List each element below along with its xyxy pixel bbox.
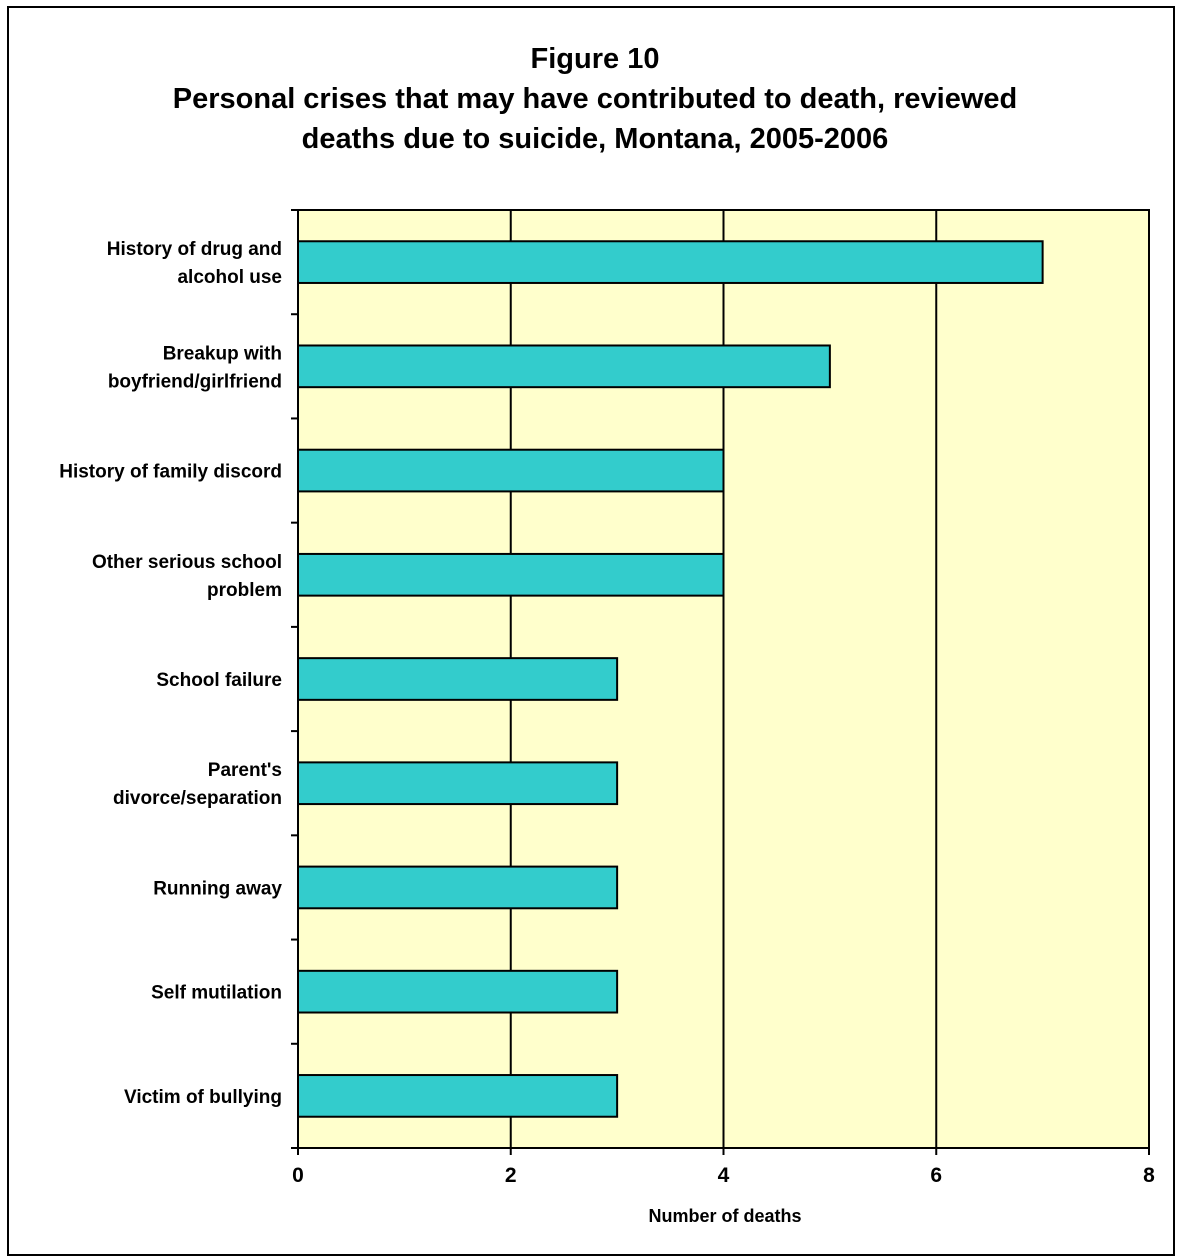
category-label: Breakup with <box>163 343 282 364</box>
x-tick-label: 8 <box>1143 1164 1155 1187</box>
category-label: boyfriend/girlfriend <box>108 371 282 392</box>
bar <box>297 969 619 1014</box>
category-label: Parent's <box>208 760 282 781</box>
category-label: Self mutilation <box>151 983 282 1004</box>
bar <box>297 240 1044 284</box>
category-label: History of drug and <box>107 239 282 260</box>
x-tick-label: 2 <box>505 1164 517 1187</box>
chart-title-line: Figure 10 <box>531 43 660 75</box>
bar <box>297 552 725 597</box>
x-tick-labels: 0 2 4 6 8 <box>292 1164 1155 1187</box>
category-label: History of family discord <box>59 462 282 483</box>
category-label: Running away <box>153 878 282 899</box>
category-label: divorce/separation <box>113 788 282 809</box>
category-label: School failure <box>156 670 282 691</box>
bar <box>297 448 725 493</box>
chart-title-line: deaths due to suicide, Montana, 2005-200… <box>302 123 889 155</box>
bar <box>297 657 619 701</box>
x-tick-label: 4 <box>718 1164 730 1187</box>
category-label: Other serious school <box>92 552 282 573</box>
bar <box>297 761 619 806</box>
x-axis-title: Number of deaths <box>648 1206 801 1226</box>
bar <box>297 865 619 910</box>
category-label: problem <box>207 580 282 601</box>
x-tick-label: 0 <box>292 1164 304 1187</box>
chart-title: Figure 10 Personal crises that may have … <box>173 43 1018 155</box>
bar <box>297 344 831 389</box>
bar <box>297 1074 619 1118</box>
bars <box>297 240 1044 1118</box>
x-tick-label: 6 <box>930 1164 942 1187</box>
category-labels: History of drug and alcohol use Breakup wi… <box>59 239 282 1108</box>
chart-title-line: Personal crises that may have contribute… <box>173 83 1018 115</box>
category-label: alcohol use <box>177 267 282 288</box>
axes <box>291 209 1150 1155</box>
category-label: Victim of bullying <box>124 1087 282 1108</box>
